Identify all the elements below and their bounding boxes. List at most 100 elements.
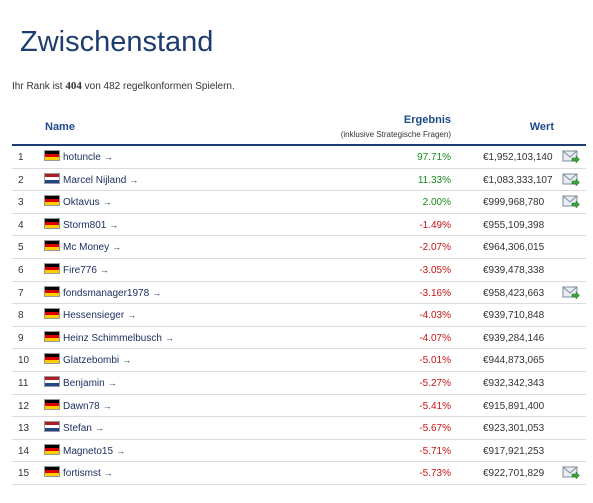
germany-flag-icon [44, 195, 60, 207]
rank-value: 404 [65, 80, 82, 92]
value-cell: €932,342,343 [483, 377, 545, 389]
value-cell: €939,284,146 [483, 332, 545, 344]
result-cell: 97.71% [417, 152, 451, 163]
result-cell: -5.73% [419, 468, 451, 480]
arrow-right-icon: → [112, 242, 122, 253]
result-cell: -5.01% [419, 355, 451, 367]
germany-flag-icon [44, 308, 60, 320]
germany-flag-icon [44, 398, 60, 410]
player-name: Fire776 [63, 264, 97, 276]
player-link[interactable]: Heinz Schimmelbusch → [63, 333, 174, 344]
netherlands-flag-icon [44, 375, 60, 387]
send-message-icon[interactable] [562, 149, 580, 164]
table-row: 15 fortismst → -5.73% €922,701,829 [12, 462, 586, 485]
table-row: 9 Heinz Schimmelbusch → -4.07% €939,284,146 [12, 327, 586, 350]
value-cell: €1,083,333,107 [483, 174, 553, 186]
player-name: Magneto15 [63, 445, 114, 457]
arrow-right-icon: → [127, 310, 137, 321]
value-cell: €944,873,065 [483, 355, 545, 367]
arrow-right-icon: → [103, 468, 113, 479]
rank-cell: 1 [18, 152, 24, 163]
rank-cell: 13 [18, 423, 30, 435]
value-cell: €915,891,400 [483, 400, 545, 412]
player-name: Oktavus [63, 197, 100, 209]
player-link[interactable]: Glatzebombi → [63, 355, 131, 366]
player-link[interactable]: Hessensieger → [63, 310, 136, 321]
arrow-right-icon: → [152, 287, 162, 298]
player-link[interactable]: Fire776 → [63, 265, 109, 276]
germany-flag-icon [44, 466, 60, 478]
rank-cell: 7 [18, 287, 24, 299]
rank-cell: 3 [18, 197, 24, 209]
player-link[interactable]: Storm801 → [63, 220, 118, 231]
table-row: 11 Benjamin → -5.27% €932,342,343 [12, 372, 586, 395]
value-cell: €958,423,663 [483, 287, 545, 299]
player-name: fortismst [63, 468, 101, 480]
player-name: Hessensieger [63, 310, 125, 322]
arrow-right-icon: → [129, 174, 139, 185]
result-cell: -5.71% [419, 445, 451, 457]
player-link[interactable]: Dawn78 → [63, 401, 112, 412]
player-link[interactable]: Magneto15 → [63, 446, 125, 457]
result-cell: -2.07% [419, 242, 451, 254]
player-link[interactable]: Mc Money → [63, 242, 121, 253]
arrow-right-icon: → [164, 332, 174, 343]
player-link[interactable]: Marcel Nijland → [63, 175, 138, 186]
table-row: 5 Mc Money → -2.07% €964,306,015 [12, 236, 586, 259]
value-cell: €923,301,053 [483, 423, 545, 435]
column-header-name[interactable]: Name [45, 121, 75, 133]
rank-cell: 4 [18, 219, 24, 231]
rank-summary: Ihr Rank ist 404 von 482 regelkonformen … [12, 80, 235, 92]
value-cell: €917,921,253 [483, 445, 545, 457]
player-name: Dawn78 [63, 400, 100, 412]
player-link[interactable]: fortismst → [63, 468, 113, 479]
arrow-right-icon: → [122, 355, 132, 366]
player-link[interactable]: Benjamin → [63, 378, 117, 389]
rank-cell: 6 [18, 264, 24, 276]
germany-flag-icon [44, 443, 60, 455]
player-name: Heinz Schimmelbusch [63, 332, 162, 344]
send-message-icon[interactable] [562, 285, 580, 300]
germany-flag-icon [44, 217, 60, 229]
value-cell: €955,109,398 [483, 219, 545, 231]
rank-cell: 14 [18, 445, 30, 457]
player-link[interactable]: Oktavus → [63, 197, 112, 208]
table-header: Name Ergebnis (inklusive Strategische Fr… [12, 108, 586, 146]
player-name: Mc Money [63, 242, 110, 254]
player-name: Glatzebombi [63, 355, 120, 367]
send-message-icon[interactable] [562, 465, 580, 480]
send-message-icon[interactable] [562, 172, 580, 187]
value-cell: €922,701,829 [483, 468, 545, 480]
arrow-right-icon: → [103, 152, 113, 162]
table-row: 4 Storm801 → -1.49% €955,109,398 [12, 214, 586, 237]
table-row: 12 Dawn78 → -5.41% €915,891,400 [12, 395, 586, 418]
value-cell: €1,952,103,140 [483, 152, 553, 163]
player-link[interactable]: fondsmanager1978 → [63, 288, 161, 299]
send-message-icon[interactable] [562, 194, 580, 209]
table-row: 1 hotuncle → 97.71% €1,952,103,140 [12, 146, 586, 169]
germany-flag-icon [44, 240, 60, 252]
germany-flag-icon [44, 330, 60, 342]
rank-cell: 9 [18, 332, 24, 344]
column-header-result[interactable]: Ergebnis [403, 114, 451, 126]
table-row: 14 Magneto15 → -5.71% €917,921,253 [12, 440, 586, 463]
page-title: Zwischenstand [20, 26, 214, 59]
table-row: 10 Glatzebombi → -5.01% €944,873,065 [12, 349, 586, 372]
rank-cell: 12 [18, 400, 30, 412]
result-cell: -4.07% [419, 332, 451, 344]
result-cell: 2.00% [422, 197, 451, 209]
column-header-value[interactable]: Wert [529, 121, 554, 133]
arrow-right-icon: → [116, 445, 126, 456]
result-cell: -5.41% [419, 400, 451, 412]
arrow-right-icon: → [107, 377, 117, 388]
value-cell: €999,968,780 [483, 197, 545, 209]
table-row: 3 Oktavus → 2.00% €999,968,780 [12, 191, 586, 214]
arrow-right-icon: → [109, 219, 119, 230]
standings-table: Name Ergebnis (inklusive Strategische Fr… [12, 108, 586, 485]
player-link[interactable]: Stefan → [63, 423, 104, 434]
player-link[interactable]: hotuncle → [63, 152, 113, 163]
rank-cell: 11 [18, 377, 29, 389]
value-cell: €939,478,338 [483, 264, 545, 276]
result-cell: -3.16% [419, 287, 451, 299]
player-name: fondsmanager1978 [63, 287, 150, 299]
